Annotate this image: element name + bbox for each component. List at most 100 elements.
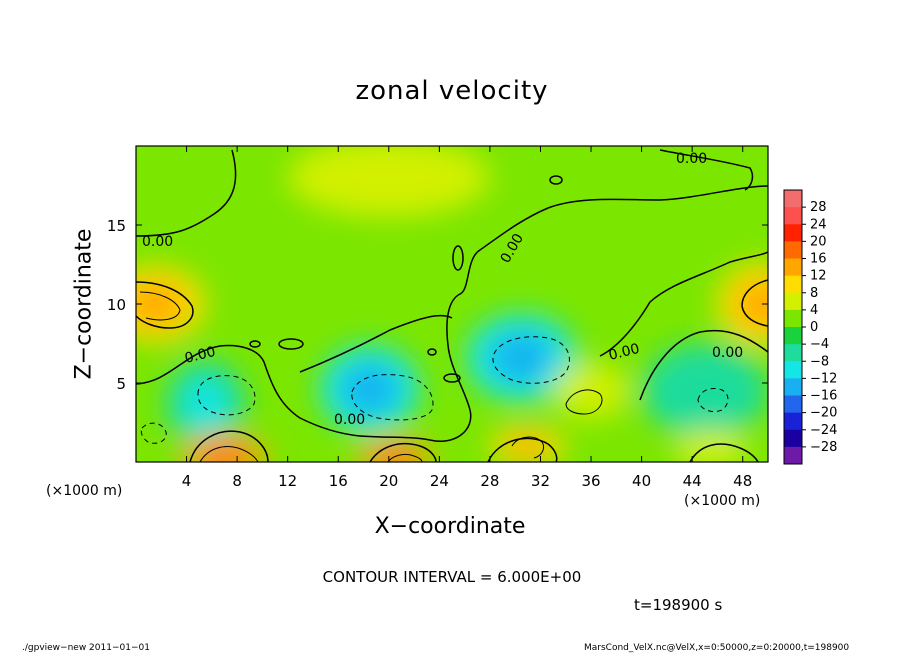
contour-zero-upper-left (136, 149, 237, 237)
contour-zero-mid-band (299, 314, 453, 373)
contour-neg-b (351, 374, 434, 421)
colorbar-swatch (784, 224, 802, 242)
contour-pos-a (199, 446, 259, 462)
contour-zero-right (599, 251, 768, 357)
contour-interval-note: CONTOUR INTERVAL = 6.000E+00 (322, 568, 582, 586)
contour-label: 0.00 (676, 151, 707, 167)
y-tick-label: 15 (107, 217, 126, 235)
colorbar-swatch (784, 275, 802, 294)
contour-label: 0.00 (712, 345, 743, 361)
contour-pos-e (511, 436, 545, 459)
field-blob-11 (287, 146, 490, 218)
contour-zero-bottom-c (487, 437, 558, 462)
field-blob-7 (673, 430, 750, 462)
colorbar-label: −12 (810, 371, 837, 386)
colorbar-label: −28 (810, 440, 837, 455)
colorbar-swatch (784, 395, 802, 414)
velocity-field (136, 146, 768, 462)
contour-neg-d (697, 387, 729, 413)
colorbar-swatch (784, 207, 802, 225)
x-tick-label: 8 (232, 472, 242, 490)
y-tick-label: 5 (116, 375, 126, 393)
colorbar: 28 24 20 16 12 8 4 0 −4 −8 −12 −16 −20 −24 −28 (783, 189, 837, 465)
contour-pos-c (139, 291, 181, 321)
colorbar-label: 12 (810, 269, 827, 284)
contour-label: 0.00 (183, 344, 217, 367)
negative-contours (140, 336, 729, 444)
contour-zero-island-a (278, 338, 304, 350)
x-tick-label: 40 (632, 472, 651, 490)
colorbar-swatch (784, 327, 802, 345)
x-tick-label: 12 (278, 472, 297, 490)
colorbar-swatch (784, 241, 802, 259)
field-blob-core-6 (506, 435, 549, 457)
colorbar-label: −20 (810, 406, 837, 421)
x-tick-label: 24 (430, 472, 449, 490)
contour-zero-right-lower (639, 329, 768, 401)
colorbar-swatch (784, 344, 802, 362)
contour-zero-right-lobe (741, 279, 768, 327)
footer-data-source: MarsCond_VelX.nc@VelX,x=0:50000,z=0:2000… (584, 643, 850, 653)
x-axis-label: X−coordinate (374, 514, 526, 539)
plot-area: 0.000.000.000.000.00 0.000.00 (135, 145, 769, 463)
contour-label: 0.00 (334, 412, 365, 428)
contour-zero-top-right (659, 149, 754, 191)
field-blob-core-2 (490, 333, 553, 383)
x-tick-label: 36 (581, 472, 600, 490)
colorbar-swatch (784, 309, 802, 328)
field-blob-core-9 (737, 281, 768, 327)
x-axis: 4 8 12 16 20 24 28 32 36 40 44 48 (182, 146, 752, 490)
colorbar-label: 28 (810, 200, 827, 215)
colorbar-label: 4 (810, 303, 818, 318)
contour-zero-bottom-a (189, 430, 269, 462)
contour-pos-b (387, 453, 423, 462)
x-tick-label: 16 (329, 472, 348, 490)
colorbar-label: −24 (810, 423, 837, 438)
contour-neg-e (140, 422, 167, 444)
colorbar-swatch (784, 292, 802, 311)
colorbar-swatch (784, 446, 802, 465)
field-blob-core-4 (200, 445, 249, 462)
y-axis: 5 10 15 (107, 217, 768, 393)
contour-zero-bottom-d (689, 443, 759, 462)
colorbar-label: −4 (810, 337, 829, 352)
contour-neg-a (197, 375, 256, 416)
contour-zero-island-e (249, 340, 261, 348)
contour-neg-c (492, 336, 570, 384)
time-label: t=198900 s (634, 596, 723, 614)
field-blob-core-8 (136, 283, 183, 325)
contour-zero-island-f (427, 348, 437, 356)
y-axis-label: Z−coordinate (71, 228, 97, 380)
colorbar-swatch (784, 258, 802, 277)
contour-zero-bottom-b (369, 442, 437, 462)
x-unit-label-left: (×1000 m) (46, 483, 123, 499)
contour-zero-island-d (549, 175, 563, 185)
field-blob-10 (553, 362, 629, 420)
colorbar-swatch (784, 378, 802, 396)
colorbar-swatch (784, 429, 802, 448)
colorbar-swatch (784, 412, 802, 431)
y-tick-label: 10 (107, 296, 126, 314)
colorbar-label: 0 (810, 320, 818, 335)
contour-zero-left-lobe (136, 281, 194, 329)
contour-label: 0.00 (142, 234, 173, 250)
colorbar-label: 8 (810, 286, 818, 301)
field-blob-core-1 (342, 364, 398, 414)
contour-label: 0.00 (607, 341, 641, 364)
footer-program-info: ./gpview−new 2011−01−01 (22, 643, 150, 653)
colorbar-label: 24 (810, 217, 827, 232)
colorbar-label: 16 (810, 252, 827, 267)
contour-zero-island-b (452, 245, 464, 271)
positive-contours (139, 291, 603, 462)
field-blob-core-5 (374, 448, 416, 462)
contour-pos-d (565, 389, 603, 415)
zero-contours (136, 149, 768, 462)
contour-zero-island-c (443, 373, 461, 383)
x-tick-label: 28 (480, 472, 499, 490)
x-tick-label: 44 (683, 472, 702, 490)
x-tick-label: 4 (182, 472, 192, 490)
contour-zero-main (136, 185, 768, 442)
colorbar-label: 20 (810, 234, 827, 249)
x-tick-label: 48 (733, 472, 752, 490)
